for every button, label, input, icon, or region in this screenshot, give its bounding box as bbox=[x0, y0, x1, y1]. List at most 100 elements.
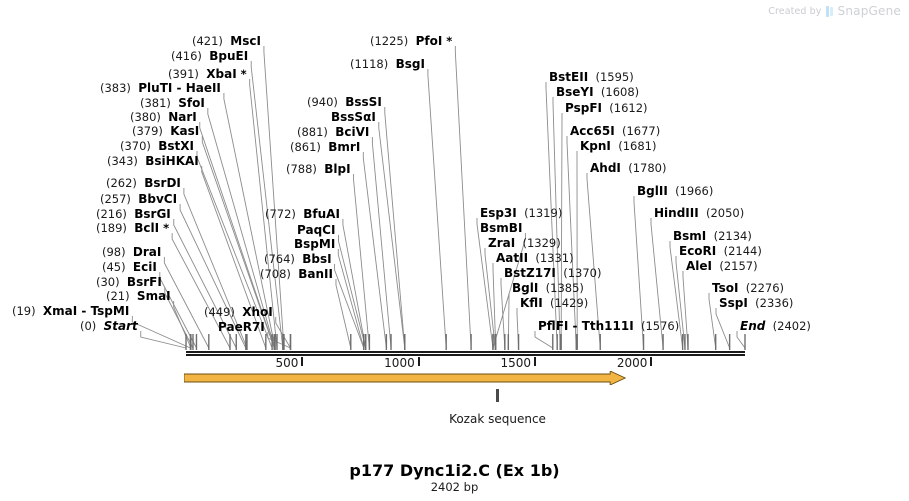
site-name: BsrFI bbox=[126, 275, 162, 289]
site-position: (1677) bbox=[622, 124, 661, 138]
site-label[interactable]: (380) NarI bbox=[130, 111, 197, 123]
site-label[interactable]: (381) SfoI bbox=[140, 97, 205, 109]
site-name: Esp3I bbox=[480, 206, 517, 220]
site-label[interactable]: (19) XmaI - TspMI bbox=[12, 305, 129, 317]
site-label[interactable]: BglII (1966) bbox=[637, 185, 713, 197]
site-position: (216) bbox=[96, 207, 127, 221]
kozak-feature-tick-icon[interactable] bbox=[495, 389, 499, 402]
site-label[interactable]: (772) BfuAI bbox=[265, 208, 340, 220]
site-name: AleI bbox=[686, 259, 713, 273]
site-label[interactable]: (370) BstXI bbox=[120, 140, 194, 152]
site-label[interactable]: KpnI (1681) bbox=[580, 140, 656, 152]
site-label[interactable]: (343) BsiHKAI bbox=[107, 155, 199, 167]
site-name: BglII bbox=[637, 184, 668, 198]
site-position: (2336) bbox=[755, 296, 794, 310]
site-label[interactable]: (449) XhoI bbox=[204, 306, 273, 318]
site-label[interactable]: (861) BmrI bbox=[290, 141, 360, 153]
site-label[interactable]: (421) MscI bbox=[192, 35, 261, 47]
site-position: (2276) bbox=[745, 281, 785, 295]
watermark-prefix: Created by bbox=[768, 5, 822, 17]
site-position: (1608) bbox=[600, 85, 640, 99]
site-label[interactable]: (21) SmaI bbox=[106, 290, 171, 302]
site-label[interactable]: BstEII (1595) bbox=[549, 71, 634, 83]
site-label[interactable]: End (2402) bbox=[740, 320, 811, 332]
site-name: TsoI bbox=[712, 281, 739, 295]
site-position: (189) bbox=[96, 221, 127, 235]
site-label[interactable]: BssSαI bbox=[331, 111, 376, 123]
site-name: BsgI bbox=[395, 57, 425, 71]
star-annotation-icon: * bbox=[442, 34, 453, 48]
site-label[interactable]: PaeR7I bbox=[218, 321, 265, 333]
site-name: BsiHKAI bbox=[145, 154, 199, 168]
site-name: BspMI bbox=[294, 237, 336, 251]
site-position: (421) bbox=[192, 34, 223, 48]
site-label[interactable]: PaqCI bbox=[297, 224, 335, 236]
site-label[interactable]: SspI (2336) bbox=[719, 297, 793, 309]
site-label[interactable]: AhdI (1780) bbox=[590, 162, 666, 174]
site-label[interactable]: BseYI (1608) bbox=[556, 86, 639, 98]
site-label[interactable]: BsmBI bbox=[480, 222, 522, 234]
site-label[interactable]: (0) Start bbox=[80, 320, 138, 332]
ruler-tick bbox=[534, 357, 537, 366]
site-position: (1118) bbox=[350, 57, 389, 71]
site-name: End bbox=[740, 319, 766, 333]
site-label[interactable]: (881) BciVI bbox=[297, 126, 369, 138]
site-label[interactable]: AatII (1331) bbox=[496, 252, 574, 264]
site-position: (257) bbox=[100, 192, 131, 206]
site-label[interactable]: TsoI (2276) bbox=[712, 282, 784, 294]
site-name: BlpI bbox=[324, 162, 351, 176]
site-label[interactable]: (383) PluTI - HaeII bbox=[100, 82, 221, 94]
site-label[interactable]: (416) BpuEI bbox=[171, 50, 248, 62]
site-label[interactable]: (391) XbaI * bbox=[168, 68, 247, 80]
site-label[interactable]: (30) BsrFI bbox=[96, 276, 162, 288]
site-position: (98) bbox=[102, 245, 126, 259]
site-name: BsmI bbox=[673, 229, 707, 243]
site-label[interactable]: (764) BbsI bbox=[264, 253, 332, 265]
site-label[interactable]: (98) DraI bbox=[102, 246, 161, 258]
site-label[interactable]: (379) KasI bbox=[132, 125, 199, 137]
site-label[interactable]: HindIII (2050) bbox=[654, 207, 744, 219]
site-label[interactable]: EcoRI (2144) bbox=[679, 245, 762, 257]
page-title: p177 Dync1i2.C (Ex 1b) bbox=[349, 461, 560, 480]
site-position: (380) bbox=[130, 110, 161, 124]
site-label[interactable]: (788) BlpI bbox=[286, 163, 351, 175]
ruler-tick bbox=[301, 357, 304, 366]
ruler-tick-label: 1500 bbox=[500, 356, 532, 370]
site-name: PaeR7I bbox=[218, 320, 265, 334]
site-label[interactable]: BsmI (2134) bbox=[673, 230, 752, 242]
site-name: XmaI - TspMI bbox=[42, 304, 130, 318]
site-label[interactable]: ZraI (1329) bbox=[488, 237, 561, 249]
site-label[interactable]: (262) BsrDI bbox=[106, 177, 181, 189]
site-name: ZraI bbox=[488, 236, 516, 250]
site-label[interactable]: PspFI (1612) bbox=[565, 102, 648, 114]
site-name: BfuAI bbox=[303, 207, 340, 221]
site-label[interactable]: BglI (1385) bbox=[512, 282, 584, 294]
site-position: (708) bbox=[260, 267, 291, 281]
backbone-highlight bbox=[186, 353, 745, 354]
site-label[interactable]: (45) EciI bbox=[102, 261, 157, 273]
site-position: (1331) bbox=[535, 251, 574, 265]
site-position: (370) bbox=[120, 139, 151, 153]
site-name: NarI bbox=[168, 110, 197, 124]
site-position: (416) bbox=[171, 49, 202, 63]
site-label[interactable]: (1118) BsgI bbox=[350, 58, 425, 70]
site-label[interactable]: PflFI - Tth111I (1576) bbox=[538, 320, 679, 332]
site-label[interactable]: (708) BanII bbox=[260, 268, 333, 280]
site-position: (764) bbox=[264, 252, 295, 266]
orf-arrow-icon[interactable] bbox=[183, 370, 627, 389]
site-name: HindIII bbox=[654, 206, 699, 220]
site-label[interactable]: KflI (1429) bbox=[520, 297, 588, 309]
site-label[interactable]: BspMI bbox=[294, 238, 335, 250]
site-label[interactable]: (216) BsrGI bbox=[96, 208, 171, 220]
site-label[interactable]: (257) BbvCI bbox=[100, 193, 177, 205]
plasmid-size-label: 2402 bp bbox=[430, 480, 479, 494]
site-name: BsrGI bbox=[134, 207, 171, 221]
site-label[interactable]: (1225) PfoI * bbox=[370, 35, 452, 47]
site-name: DraI bbox=[132, 245, 162, 259]
site-label[interactable]: BstZ17I (1370) bbox=[504, 267, 601, 279]
site-label[interactable]: Acc65I (1677) bbox=[570, 125, 660, 137]
site-label[interactable]: (189) BclI * bbox=[96, 222, 169, 234]
site-label[interactable]: (940) BssSI bbox=[307, 96, 382, 108]
site-label[interactable]: Esp3I (1319) bbox=[480, 207, 562, 219]
site-label[interactable]: AleI (2157) bbox=[686, 260, 758, 272]
